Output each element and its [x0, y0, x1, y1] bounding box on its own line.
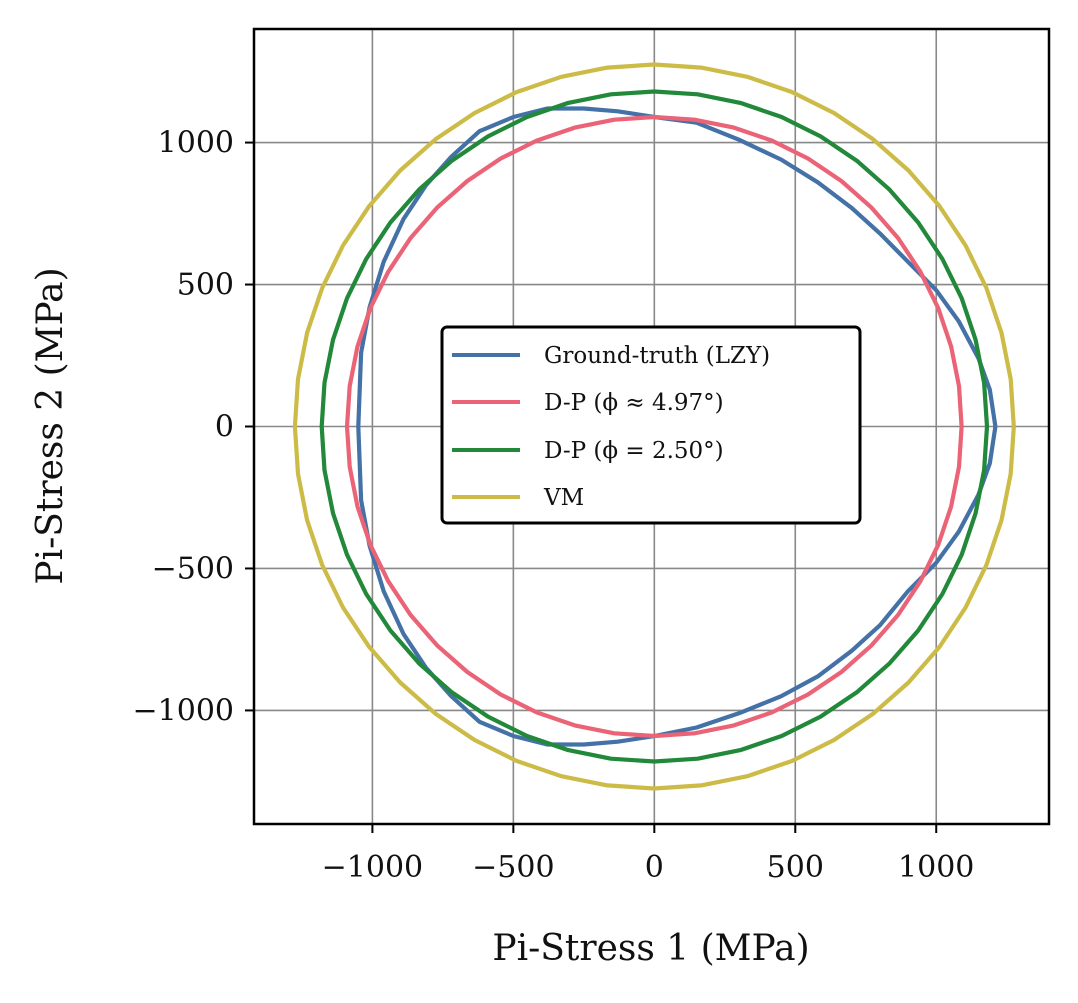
- x-tick-label: 500: [767, 850, 824, 885]
- y-tick-label: 1000: [158, 126, 234, 161]
- series-line-d-p-4-97: [344, 114, 964, 739]
- grid-lines: [254, 29, 1049, 824]
- x-tick-label: −1000: [322, 850, 423, 885]
- y-axis-label: Pi-Stress 2 (MPa): [30, 267, 71, 584]
- series-layer: [292, 62, 1016, 791]
- series-line-d-p-2-50: [319, 89, 990, 764]
- x-tick-label: 0: [645, 850, 664, 885]
- x-tick-label: 1000: [898, 850, 974, 885]
- legend-label-dp-497: D-P (ϕ ≈ 4.97°): [544, 390, 724, 416]
- x-tick-label: −500: [472, 850, 554, 885]
- series-line-vm: [292, 62, 1016, 791]
- legend: Ground-truth (LZY) D-P (ϕ ≈ 4.97°) D-P (…: [440, 325, 862, 525]
- y-tick-label: 500: [177, 268, 234, 303]
- legend-label-vm: VM: [543, 485, 584, 511]
- legend-label-ground-truth: Ground-truth (LZY): [544, 343, 770, 369]
- y-tick-label: 0: [215, 410, 234, 445]
- x-axis-label: Pi-Stress 1 (MPa): [492, 928, 809, 969]
- legend-box: [440, 325, 862, 525]
- tick-marks: −1000 −500 0 500 1000 −1000 −500 0 500 1000: [133, 126, 975, 885]
- legend-label-dp-250: D-P (ϕ = 2.50°): [544, 438, 724, 464]
- series-line-ground-truth-lzy: [356, 106, 998, 747]
- y-tick-label: −500: [152, 551, 234, 586]
- y-tick-label: −1000: [133, 693, 234, 728]
